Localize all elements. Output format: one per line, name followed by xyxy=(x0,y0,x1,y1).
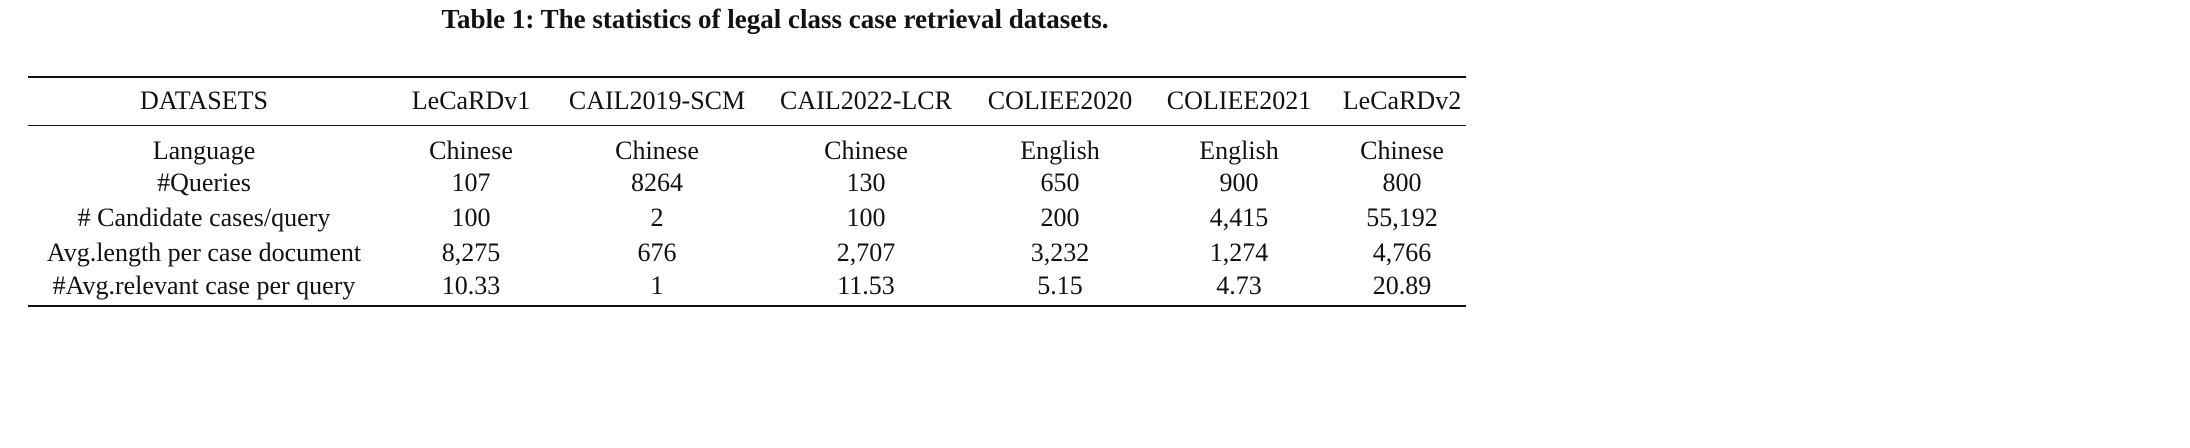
table-cell: Chinese xyxy=(1360,135,1444,165)
table-cell: 4,415 xyxy=(1209,203,1269,232)
row-label: #Avg.relevant case per query xyxy=(52,270,356,300)
table-row: #Queries 107 8264 130 650 900 800 xyxy=(28,166,1466,201)
table-cell: English xyxy=(1199,135,1279,165)
table-cell: 107 xyxy=(451,168,491,197)
dataset-statistics-table: DATASETS LeCaRDv1 CAIL2019-SCM CAIL2022-… xyxy=(28,76,1466,307)
table-cell: 55,192 xyxy=(1366,203,1438,232)
column-header: COLIEE2021 xyxy=(1166,86,1312,116)
table-cell: Chinese xyxy=(429,135,513,165)
table-cell: English xyxy=(1020,135,1100,165)
table-cell: 100 xyxy=(451,203,491,232)
table-cell: 3,232 xyxy=(1030,238,1090,267)
row-label: # Candidate cases/query xyxy=(77,203,331,232)
table-cell: 10.33 xyxy=(441,270,501,300)
table-body: Language Chinese Chinese Chinese English… xyxy=(28,125,1466,306)
table-row: #Avg.relevant case per query 10.33 1 11.… xyxy=(28,271,1466,306)
table-cell: 20.89 xyxy=(1372,270,1432,300)
table-cell: 2 xyxy=(650,203,664,232)
table-header: DATASETS LeCaRDv1 CAIL2019-SCM CAIL2022-… xyxy=(28,77,1466,125)
table-cell: Chinese xyxy=(615,135,699,165)
table-cell: 1 xyxy=(650,270,664,300)
table-cell: 650 xyxy=(1040,168,1080,197)
table-cell: Chinese xyxy=(824,135,908,165)
row-label: #Queries xyxy=(157,168,251,197)
table-cell: 130 xyxy=(846,168,886,197)
table-cell: 800 xyxy=(1382,168,1422,197)
header-label: DATASETS xyxy=(140,86,268,116)
table-cell: 200 xyxy=(1040,203,1080,232)
table-cell: 8264 xyxy=(631,168,683,197)
table-caption: Table 1: The statistics of legal class c… xyxy=(441,4,1109,34)
table-cell: 8,275 xyxy=(441,238,501,267)
table-cell: 11.53 xyxy=(837,270,895,300)
column-header: LeCaRDv2 xyxy=(1342,86,1462,116)
table-cell: 5.15 xyxy=(1037,270,1083,300)
table-cell: 676 xyxy=(637,238,677,267)
column-header: LeCaRDv1 xyxy=(411,86,531,116)
column-header: CAIL2019-SCM xyxy=(568,86,746,116)
header-row: DATASETS LeCaRDv1 CAIL2019-SCM CAIL2022-… xyxy=(28,77,1466,125)
row-label: Avg.length per case document xyxy=(46,238,362,267)
table-cell: 4.73 xyxy=(1216,270,1262,300)
column-header: COLIEE2020 xyxy=(987,86,1133,116)
table-cell: 4,766 xyxy=(1372,238,1432,267)
table-cell: 900 xyxy=(1219,168,1259,197)
table-row: Avg.length per case document 8,275 676 2… xyxy=(28,236,1466,271)
table-row: Language Chinese Chinese Chinese English… xyxy=(28,125,1466,166)
table-cell: 1,274 xyxy=(1209,238,1269,267)
table-row: # Candidate cases/query 100 2 100 200 4,… xyxy=(28,201,1466,236)
row-label: Language xyxy=(152,135,256,165)
table-cell: 2,707 xyxy=(836,238,896,267)
table-cell: 100 xyxy=(846,203,886,232)
column-header: CAIL2022-LCR xyxy=(780,86,952,116)
